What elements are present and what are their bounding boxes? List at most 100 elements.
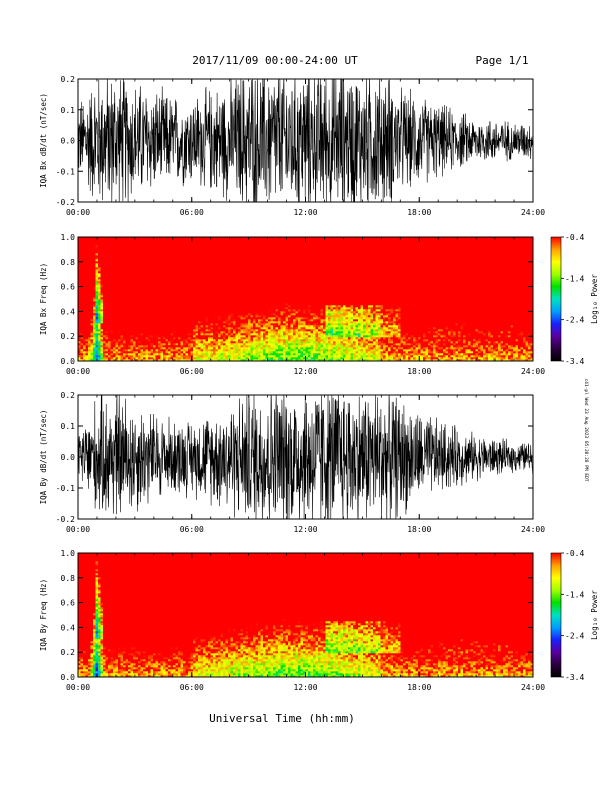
spectrogram-cell — [258, 275, 261, 277]
spectrogram-cell — [206, 349, 209, 351]
spectrogram-cell — [256, 339, 259, 341]
spectrogram-cell — [248, 249, 251, 251]
spectrogram-cell — [228, 271, 231, 273]
spectrogram-cell — [118, 277, 121, 279]
spectrogram-cell — [208, 269, 211, 271]
spectrogram-cell — [236, 317, 239, 319]
spectrogram-cell — [193, 297, 196, 299]
spectrogram-cell — [86, 253, 89, 255]
spectrogram-cell — [241, 297, 244, 299]
spectrogram-cell — [106, 309, 109, 311]
spectrogram-cell — [201, 251, 204, 253]
spectrogram-cell — [83, 265, 86, 267]
spectrogram-cell — [131, 319, 134, 321]
spectrogram-cell — [156, 329, 159, 331]
spectrogram-cell — [261, 301, 264, 303]
spectrogram-cell — [108, 327, 111, 329]
spectrogram-cell — [268, 331, 271, 333]
spectrogram-cell — [216, 349, 219, 351]
spectrogram-cell — [141, 289, 144, 291]
spectrogram-cell — [271, 343, 274, 345]
spectrogram-cell — [211, 337, 214, 339]
spectrogram-cell — [126, 335, 129, 337]
spectrogram-cell — [258, 249, 261, 251]
spectrogram-cell — [83, 311, 86, 313]
spectrogram-cell — [166, 269, 169, 271]
spectrogram-cell — [188, 257, 191, 259]
spectrogram-cell — [221, 305, 224, 307]
spectrogram-cell — [118, 247, 121, 249]
spectrogram-cell — [208, 293, 211, 295]
spectrogram-cell — [118, 335, 121, 337]
spectrogram-cell — [276, 357, 279, 359]
spectrogram-cell — [231, 333, 234, 335]
spectrogram-cell — [271, 279, 274, 281]
spectrogram-cell — [138, 241, 141, 243]
spectrogram-cell — [163, 335, 166, 337]
spectrogram-cell — [113, 263, 116, 265]
spectrogram-cell — [118, 261, 121, 263]
spectrogram-cell — [128, 287, 131, 289]
spectrogram-cell — [81, 321, 84, 323]
spectrogram-cell — [191, 289, 194, 291]
spectrogram-cell — [83, 325, 86, 327]
spectrogram-cell — [148, 349, 151, 351]
spectrogram-cell — [226, 323, 229, 325]
spectrogram-cell — [138, 251, 141, 253]
spectrogram-cell — [138, 343, 141, 345]
spectrogram-cell — [173, 341, 176, 343]
x-axis-title: Universal Time (hh:mm) — [209, 712, 355, 725]
spectrogram-cell — [268, 301, 271, 303]
spectrogram-cell — [268, 315, 271, 317]
spectrogram-cell — [106, 245, 109, 247]
spectrogram-cell — [126, 341, 129, 343]
spectrogram-cell — [96, 321, 99, 323]
spectrogram-cell — [126, 309, 129, 311]
spectrogram-cell — [186, 333, 189, 335]
spectrogram-cell — [223, 323, 226, 325]
spectrogram-cell — [246, 257, 249, 259]
spectrogram-cell — [196, 295, 199, 297]
spectrogram-cell — [96, 275, 99, 277]
spectrogram-cell — [136, 327, 139, 329]
spectrogram-cell — [271, 249, 274, 251]
spectrogram-cell — [133, 251, 136, 253]
spectrogram-cell — [128, 327, 131, 329]
spectrogram-cell — [118, 257, 121, 259]
spectrogram-cell — [168, 261, 171, 263]
spectrogram-cell — [218, 335, 221, 337]
spectrogram-cell — [193, 303, 196, 305]
spectrogram-cell — [153, 255, 156, 257]
spectrogram-cell — [268, 275, 271, 277]
spectrogram-cell — [213, 267, 216, 269]
spectrogram-cell — [103, 325, 106, 327]
spectrogram-cell — [131, 247, 134, 249]
spectrogram-cell — [228, 257, 231, 259]
spectrogram-cell — [113, 241, 116, 243]
spectrogram-cell — [181, 255, 184, 257]
spectrogram-cell — [208, 277, 211, 279]
spectrogram-cell — [106, 281, 109, 283]
spectrogram-cell — [186, 313, 189, 315]
spectrogram-cell — [108, 253, 111, 255]
spectrogram-cell — [206, 351, 209, 353]
spectrogram-cell — [168, 315, 171, 317]
spectrogram-cell — [268, 309, 271, 311]
spectrogram-cell — [153, 287, 156, 289]
spectrogram-cell — [93, 263, 96, 265]
spectrogram-cell — [196, 285, 199, 287]
spectrogram-cell — [88, 309, 91, 311]
spectrogram-cell — [136, 261, 139, 263]
spectrogram-cell — [176, 289, 179, 291]
spectrogram-cell — [221, 313, 224, 315]
spectrogram-cell — [233, 273, 236, 275]
spectrogram-cell — [86, 305, 89, 307]
spectrogram-cell — [83, 259, 86, 261]
spectrogram-cell — [128, 253, 131, 255]
spectrogram-cell — [216, 309, 219, 311]
spectrogram-cell — [131, 281, 134, 283]
spectrogram-cell — [138, 271, 141, 273]
spectrogram-cell — [103, 343, 106, 345]
spectrogram-cell — [208, 297, 211, 299]
spectrogram-cell — [128, 269, 131, 271]
